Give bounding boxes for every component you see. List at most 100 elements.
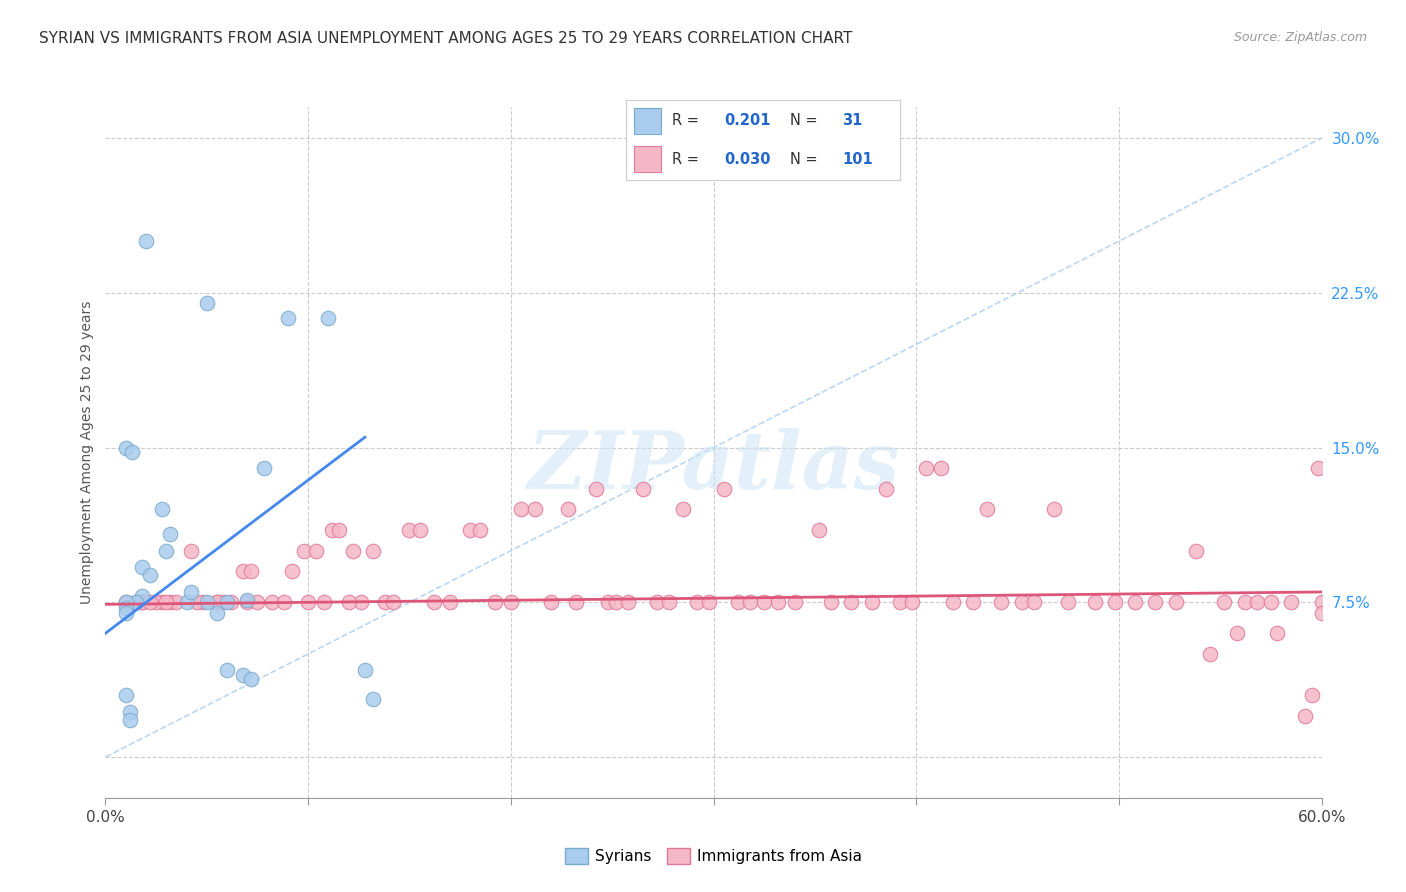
Point (217, 664, 239, 678)
Point (321, 523, 343, 537)
Point (180, 543, 202, 558)
Point (470, 523, 492, 537)
Point (236, 595, 259, 609)
Point (131, 595, 153, 609)
Point (139, 595, 162, 609)
Bar (634, 146, 661, 172)
Point (176, 595, 198, 609)
Point (510, 502, 533, 516)
Point (114, 688, 136, 702)
Point (875, 482, 897, 496)
Point (901, 595, 924, 609)
Point (1265, 626, 1288, 640)
Point (135, 234, 157, 248)
Point (240, 565, 263, 579)
Point (361, 692, 384, 706)
Point (131, 589, 153, 603)
Point (186, 595, 208, 609)
Point (246, 595, 269, 609)
Text: 31: 31 (842, 113, 863, 128)
Point (524, 502, 547, 516)
Point (219, 595, 242, 609)
Point (423, 595, 446, 609)
Text: R =: R = (672, 113, 704, 128)
Point (1123, 595, 1146, 609)
Point (738, 595, 761, 609)
Point (114, 595, 136, 609)
Text: Source: ZipAtlas.com: Source: ZipAtlas.com (1233, 31, 1367, 45)
Point (281, 565, 304, 579)
Point (273, 595, 295, 609)
Point (1310, 606, 1333, 620)
Text: 0.201: 0.201 (724, 113, 770, 128)
Point (398, 523, 420, 537)
Legend: Syrians, Immigrants from Asia: Syrians, Immigrants from Asia (558, 842, 869, 871)
Point (125, 595, 148, 609)
Point (1294, 708, 1316, 723)
Point (195, 595, 218, 609)
Point (318, 310, 340, 325)
Point (976, 502, 998, 516)
Point (962, 595, 984, 609)
Point (131, 560, 153, 574)
Point (232, 667, 254, 681)
Point (1104, 595, 1126, 609)
Point (240, 672, 263, 686)
Point (292, 543, 315, 558)
Point (1199, 647, 1222, 661)
Point (236, 593, 259, 607)
Point (195, 296, 218, 310)
Point (125, 595, 148, 609)
Point (889, 595, 911, 609)
Point (617, 595, 640, 609)
Point (820, 595, 842, 609)
Point (145, 595, 167, 609)
Point (458, 523, 481, 537)
Point (1213, 595, 1236, 609)
Point (1279, 595, 1302, 609)
Point (783, 595, 806, 609)
Point (114, 601, 136, 615)
Point (754, 595, 776, 609)
Point (232, 565, 254, 579)
Point (252, 461, 274, 475)
Point (484, 595, 506, 609)
Point (342, 543, 364, 558)
Point (314, 595, 336, 609)
Point (382, 595, 405, 609)
Point (768, 595, 790, 609)
Point (713, 482, 735, 496)
Point (1185, 543, 1208, 558)
Point (841, 595, 863, 609)
Point (1084, 595, 1107, 609)
Point (150, 502, 173, 516)
Point (439, 595, 461, 609)
Point (915, 461, 938, 475)
Point (1144, 595, 1167, 609)
Point (1011, 595, 1033, 609)
Point (180, 585, 202, 599)
Point (631, 482, 654, 496)
Bar (634, 108, 661, 134)
Point (1301, 688, 1323, 702)
Text: SYRIAN VS IMMIGRANTS FROM ASIA UNEMPLOYMENT AMONG AGES 25 TO 29 YEARS CORRELATIO: SYRIAN VS IMMIGRANTS FROM ASIA UNEMPLOYM… (39, 31, 853, 46)
Point (131, 595, 153, 609)
Point (1022, 595, 1045, 609)
Point (159, 595, 181, 609)
Point (277, 310, 299, 325)
Point (860, 595, 883, 609)
Point (205, 606, 228, 620)
Point (645, 595, 668, 609)
Point (1057, 595, 1080, 609)
Point (1164, 595, 1187, 609)
Point (727, 595, 749, 609)
Point (807, 523, 830, 537)
Point (337, 595, 360, 609)
Point (205, 595, 228, 609)
Point (1225, 626, 1247, 640)
Point (212, 595, 235, 609)
Point (557, 502, 579, 516)
Point (990, 595, 1012, 609)
Point (1310, 595, 1333, 609)
Point (155, 543, 177, 558)
